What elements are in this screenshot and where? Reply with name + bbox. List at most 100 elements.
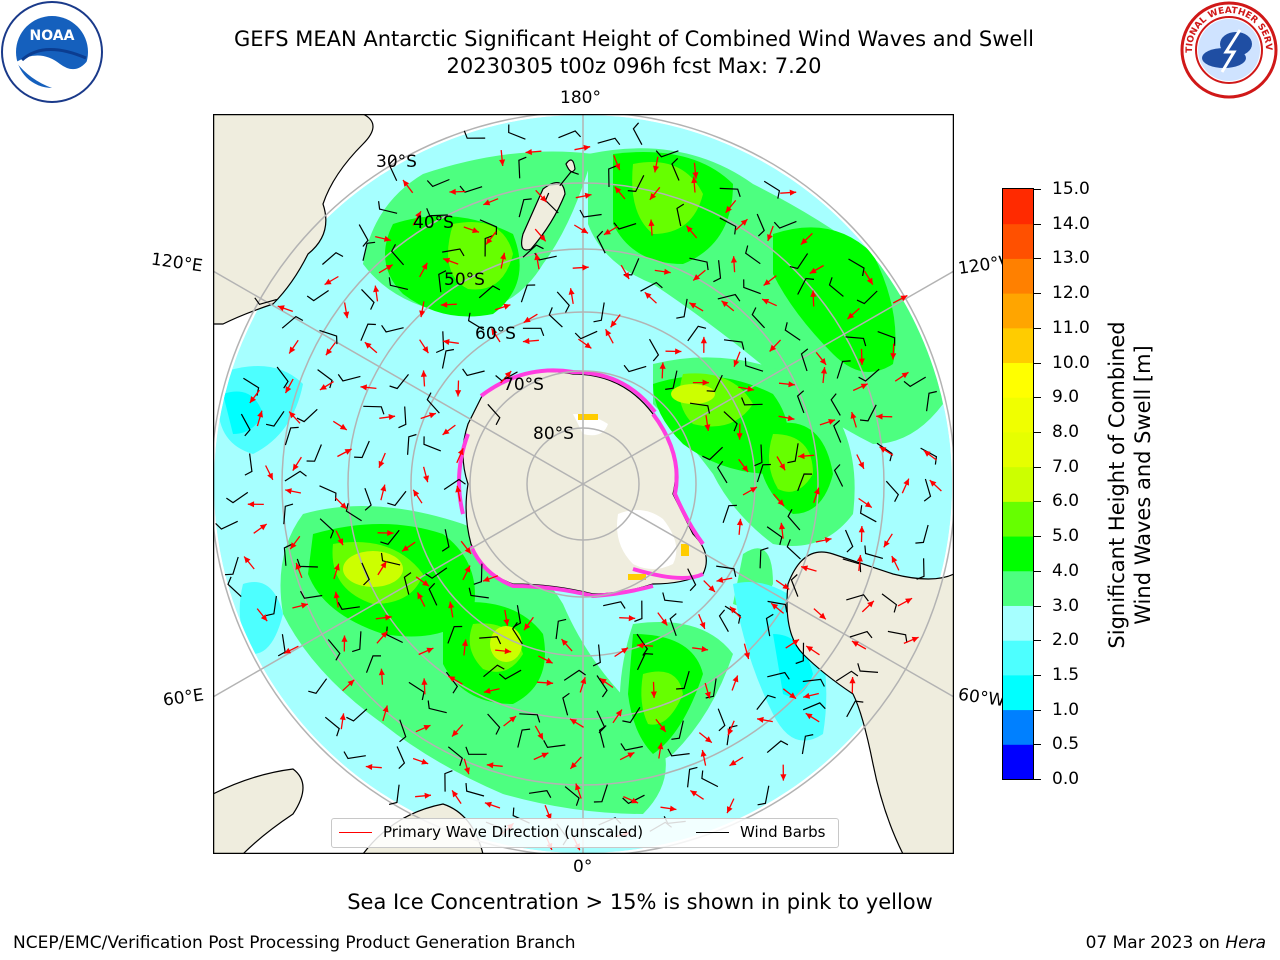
colorbar-tick-mark <box>1034 327 1041 329</box>
wave-direction-arrowhead <box>522 338 530 345</box>
wave-direction-arrowhead <box>537 732 544 740</box>
wind-barb <box>702 446 724 461</box>
wave-direction-arrowhead <box>343 311 350 319</box>
wave-direction-arrowhead <box>621 647 628 654</box>
wave-direction-arrowhead <box>373 285 380 293</box>
colorbar-tick-mark <box>1034 466 1041 468</box>
wind-barb <box>687 568 697 592</box>
wave-direction-arrowhead <box>732 675 739 683</box>
wave-direction-arrowhead <box>631 797 639 804</box>
wind-barb <box>766 526 783 545</box>
colorbar-band <box>1003 189 1033 225</box>
wind-barb <box>859 505 877 523</box>
wind-barb <box>517 728 531 748</box>
wind-barb <box>789 253 809 270</box>
wind-barb <box>324 716 340 737</box>
wave-direction-arrowhead <box>523 316 531 323</box>
wave-direction-arrowhead <box>716 576 724 583</box>
wind-barb <box>308 678 328 694</box>
wind-barb <box>426 178 450 188</box>
colorbar-swatches <box>1003 189 1033 779</box>
wind-barb <box>881 593 898 613</box>
wave-direction-arrowhead <box>929 480 937 487</box>
wind-barb <box>574 330 598 340</box>
wind-barb <box>543 740 566 749</box>
wind-barb <box>559 170 579 187</box>
wave-direction-arrowhead <box>891 556 898 563</box>
wave-direction-arrowhead <box>455 485 462 493</box>
lat-label-50s: 50°S <box>444 270 485 290</box>
wave-direction-arrowhead <box>867 600 874 608</box>
wind-barb <box>465 783 485 797</box>
wave-direction-arrowhead <box>675 348 682 355</box>
wave-direction-arrowhead <box>452 790 459 798</box>
wind-barb <box>378 201 398 214</box>
wind-barb <box>362 241 376 261</box>
wave-direction-arrowhead <box>741 465 749 472</box>
wave-direction-arrowhead <box>580 677 587 685</box>
wave-direction-arrowhead <box>905 598 913 604</box>
wave-direction-arrowhead <box>819 358 827 365</box>
wind-barb <box>858 368 880 382</box>
colorbar-band <box>1003 293 1033 329</box>
wave-direction-arrowhead <box>259 524 267 531</box>
wind-barb <box>564 786 580 806</box>
wind-barb <box>857 663 879 673</box>
wind-barb <box>640 281 663 292</box>
wind-barb <box>381 324 404 333</box>
wave-direction-arrowhead <box>691 176 698 184</box>
wave-direction-arrowhead <box>900 295 908 302</box>
wind-barb <box>665 370 678 390</box>
wave-direction-arrowhead <box>689 302 697 309</box>
wind-barb <box>396 746 406 770</box>
wave-direction-arrowhead <box>385 264 393 271</box>
wave-direction-arrowhead <box>244 556 251 564</box>
wind-barb <box>636 652 654 671</box>
wind-barb <box>244 453 253 476</box>
wave-direction-arrowhead <box>777 499 784 506</box>
wind-barb <box>713 260 722 283</box>
wind-barb <box>265 410 285 427</box>
wind-barb <box>687 325 707 342</box>
wave-direction-arrowhead <box>570 718 577 725</box>
wave-direction-arrowhead <box>413 489 420 497</box>
wave-direction-arrowhead <box>534 253 541 261</box>
wave-direction-arrowhead <box>727 728 734 736</box>
wind-barb <box>593 784 608 803</box>
wind-barb <box>484 235 493 257</box>
wind-barb <box>441 529 450 552</box>
wave-direction-arrowhead <box>686 225 693 233</box>
wind-barb <box>726 725 738 746</box>
wind-barb <box>597 137 621 146</box>
wave-direction-arrowhead <box>725 205 732 213</box>
wind-barb <box>479 636 502 645</box>
wind-barb <box>563 669 586 681</box>
wind-barb <box>423 436 442 452</box>
wave-direction-arrowhead <box>653 165 659 173</box>
wave-direction-arrowhead <box>260 614 268 622</box>
colorbar-tick-mark <box>1034 779 1041 780</box>
wind-barb <box>719 187 741 197</box>
lat-label-40s: 40°S <box>413 213 454 233</box>
wave-direction-arrowhead <box>704 691 711 699</box>
footer-host: Hera <box>1225 933 1266 953</box>
wind-barb <box>425 567 448 579</box>
wave-direction-arrowhead <box>659 725 666 732</box>
wind-barb <box>636 633 649 656</box>
wave-direction-arrowhead <box>657 742 664 750</box>
wind-barb <box>513 605 522 628</box>
wind-barb <box>802 702 826 711</box>
wind-barb <box>835 670 859 682</box>
sea-ice-high-concentration <box>578 414 689 580</box>
wind-barb <box>845 336 867 347</box>
sea-ice-note: Sea Ice Concentration > 15% is shown in … <box>347 890 933 914</box>
wave-direction-arrowhead <box>798 453 805 460</box>
wind-barb <box>767 671 790 680</box>
wave-direction-arrowhead <box>923 450 931 457</box>
wave-direction-arrowhead <box>524 623 531 631</box>
wind-barb <box>848 258 865 277</box>
wind-barb <box>765 613 774 637</box>
wave-direction-arrowhead <box>568 288 575 295</box>
legend-wave-direction-swatch <box>339 832 372 833</box>
wind-barb <box>622 706 641 724</box>
